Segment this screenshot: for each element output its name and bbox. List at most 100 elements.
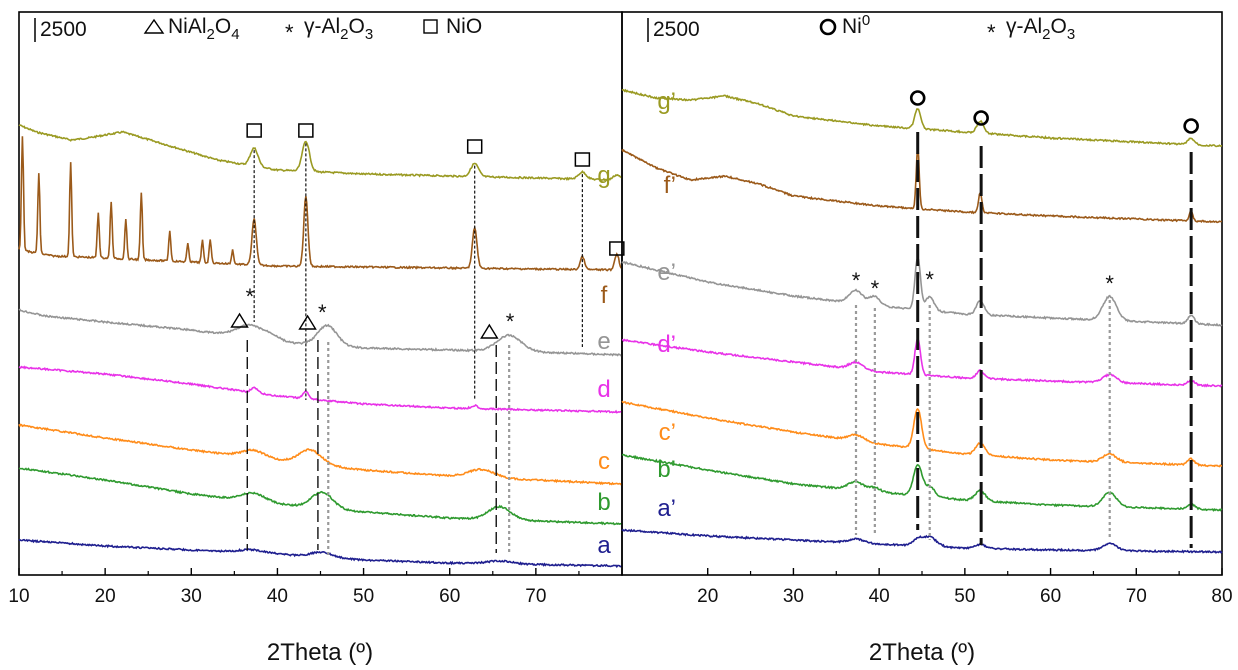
right-series-labels: g’ f’ e’ d’ c’ b’ a’ bbox=[657, 88, 676, 522]
peak-marker-right-2 bbox=[1183, 118, 1199, 134]
peak-marker-left-4 bbox=[609, 241, 625, 256]
series-line-left-3 bbox=[18, 365, 623, 414]
x-tick-label-right-5: 70 bbox=[1126, 586, 1147, 607]
series-line-right-2 bbox=[621, 256, 1223, 327]
peak-marker-right-0 bbox=[909, 90, 926, 106]
series-line-right-5 bbox=[621, 453, 1223, 512]
right-x-ticks: 20 30 40 50 60 70 80 bbox=[697, 568, 1233, 607]
left-x-ticks: 10 20 30 40 50 60 70 bbox=[8, 568, 580, 607]
x-tick-label-left-3: 40 bbox=[267, 586, 288, 607]
x-tick-label-left-1: 20 bbox=[95, 586, 116, 607]
series-line-left-1 bbox=[18, 136, 623, 272]
peak-marker-left-0 bbox=[246, 123, 262, 138]
x-tick-label-right-4: 60 bbox=[1040, 586, 1061, 607]
x-tick-label-left-6: 70 bbox=[525, 586, 546, 607]
peak-marker-left-9: * bbox=[318, 300, 327, 325]
right-panel: * * * * 20 30 40 50 60 70 80 g’f’e’d’c’b’a’ 2500 … bbox=[621, 11, 1233, 666]
series-label-right-2: e’ bbox=[657, 259, 676, 286]
peak-marker-left-5: * bbox=[246, 284, 255, 309]
series-label-right-6: a’ bbox=[657, 495, 676, 522]
series-label-left-5: b bbox=[597, 489, 610, 516]
legend-circle-icon bbox=[819, 18, 837, 36]
legend-al2o3-sub2: 3 bbox=[1067, 26, 1075, 43]
left-curves bbox=[18, 124, 623, 569]
peak-marker-right-6: * bbox=[1105, 271, 1114, 296]
right-curves bbox=[621, 88, 1223, 554]
peak-marker-right-1 bbox=[973, 110, 989, 126]
series-line-left-0 bbox=[18, 124, 623, 182]
peak-marker-left-8 bbox=[480, 323, 499, 339]
series-line-right-3 bbox=[621, 337, 1223, 388]
legend-square-icon bbox=[423, 19, 438, 34]
peak-marker-left-10: * bbox=[506, 309, 515, 334]
peak-marker-left-7 bbox=[298, 314, 317, 330]
x-tick-label-right-1: 30 bbox=[783, 586, 804, 607]
x-tick-label-left-0: 10 bbox=[8, 586, 29, 607]
series-label-left-3: d bbox=[597, 376, 610, 403]
legend-al2o3-sub1: 2 bbox=[340, 26, 348, 43]
x-tick-label-right-3: 50 bbox=[954, 586, 975, 607]
series-line-left-2 bbox=[18, 308, 623, 357]
x-tick-label-right-6: 80 bbox=[1211, 586, 1232, 607]
right-guide-lines bbox=[854, 132, 1193, 548]
right-scale-bar-label: 2500 bbox=[653, 18, 700, 41]
legend-al2o3-sub1: 2 bbox=[1042, 26, 1050, 43]
x-tick-label-right-0: 20 bbox=[697, 586, 718, 607]
legend-al2o3-label: γ-Al bbox=[1006, 15, 1042, 38]
left-legend-nio: NiO bbox=[446, 15, 482, 38]
left-x-axis-title: 2Theta (º) bbox=[267, 639, 373, 666]
series-label-left-0: g bbox=[597, 162, 610, 189]
peak-marker-left-6 bbox=[230, 312, 249, 328]
series-label-left-4: c bbox=[598, 448, 610, 475]
right-peak-markers: * * * * bbox=[852, 90, 1199, 301]
x-tick-label-left-2: 30 bbox=[181, 586, 202, 607]
peak-marker-left-2 bbox=[466, 139, 483, 154]
peak-marker-right-3: * bbox=[852, 268, 861, 293]
left-series-labels: g fed cba bbox=[597, 162, 611, 559]
left-legend-nial2o4: NiAl2O4 bbox=[168, 15, 240, 43]
legend-triangle-icon bbox=[143, 18, 165, 34]
series-label-left-2: e bbox=[597, 328, 610, 355]
series-line-right-6 bbox=[621, 528, 1223, 554]
right-x-axis-title: 2Theta (º) bbox=[869, 639, 975, 666]
legend-al2o3-label: γ-Al bbox=[304, 15, 340, 38]
x-tick-label-left-5: 60 bbox=[439, 586, 460, 607]
left-peak-markers: * * * bbox=[230, 123, 625, 339]
x-tick-label-right-2: 40 bbox=[869, 586, 890, 607]
left-legend-al2o3: γ-Al2O3 bbox=[304, 15, 373, 43]
legend-ni0-label: Ni bbox=[842, 15, 862, 38]
series-line-left-6 bbox=[18, 538, 623, 569]
series-label-right-1: f’ bbox=[664, 172, 676, 199]
legend-al2o3-sub2: 3 bbox=[365, 26, 373, 43]
legend-al2o3-mid: O bbox=[349, 15, 365, 38]
legend-nial2o4-label: NiAl bbox=[168, 15, 207, 38]
series-line-right-0 bbox=[621, 88, 1222, 148]
series-line-right-1 bbox=[621, 147, 1223, 224]
series-line-left-5 bbox=[18, 467, 623, 526]
series-label-right-3: d’ bbox=[657, 331, 676, 358]
right-legend-al2o3: γ-Al2O3 bbox=[1006, 15, 1075, 43]
legend-nial2o4-sub2: 4 bbox=[231, 26, 239, 43]
right-legend-ni0: Ni0 bbox=[842, 12, 870, 38]
series-label-right-5: b’ bbox=[657, 456, 676, 483]
left-scale-bar-label: 2500 bbox=[40, 18, 87, 41]
left-guide-lines bbox=[246, 143, 583, 555]
legend-ni0-sup: 0 bbox=[862, 12, 870, 29]
peak-marker-right-4: * bbox=[871, 276, 880, 301]
series-label-right-0: g’ bbox=[657, 88, 676, 115]
legend-nial2o4-sub1: 2 bbox=[207, 26, 215, 43]
peak-marker-left-3 bbox=[574, 152, 591, 167]
legend-nial2o4-mid: O bbox=[215, 15, 231, 38]
series-label-left-1: f bbox=[601, 282, 608, 309]
series-label-right-4: c’ bbox=[659, 419, 676, 446]
legend-al2o3-mid: O bbox=[1051, 15, 1067, 38]
peak-marker-left-1 bbox=[298, 123, 314, 138]
series-line-left-4 bbox=[18, 423, 623, 486]
legend-asterisk-icon: * bbox=[285, 20, 294, 45]
series-label-left-6: a bbox=[597, 532, 611, 559]
legend-asterisk-icon: * bbox=[987, 20, 996, 45]
x-tick-label-left-4: 50 bbox=[353, 586, 374, 607]
